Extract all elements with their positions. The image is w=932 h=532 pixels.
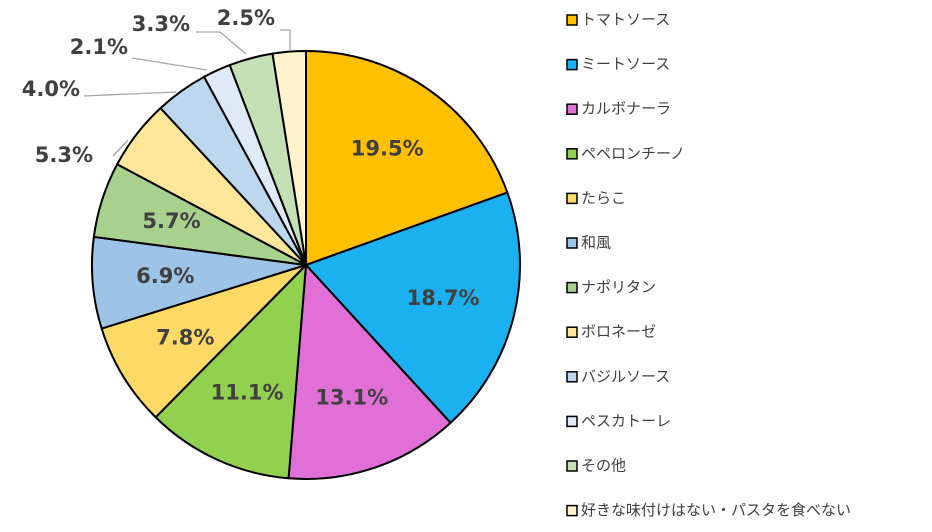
legend-item-5: 和風	[566, 234, 611, 252]
legend-item-10: その他	[566, 457, 626, 475]
legend-label-8: バジルソース	[581, 367, 670, 385]
legend-swatch-4	[566, 192, 578, 205]
legend-swatch-1	[566, 58, 578, 71]
data-label-5: 6.9%	[136, 264, 194, 288]
data-label-11: 2.5%	[217, 6, 275, 30]
data-label-0: 19.5%	[351, 136, 424, 160]
legend-item-7: ボロネーゼ	[566, 323, 656, 341]
legend-swatch-8	[566, 371, 578, 383]
data-label-6: 5.7%	[142, 209, 200, 233]
legend-swatch-3	[566, 148, 578, 160]
legend-item-1: ミートソース	[566, 55, 670, 73]
legend-swatch-7	[566, 326, 578, 338]
legend-swatch-11	[566, 504, 578, 517]
legend-label-4: たらこ	[581, 189, 626, 207]
data-label-2: 13.1%	[315, 386, 388, 410]
data-label-4: 7.8%	[156, 325, 214, 349]
legend-label-7: ボロネーゼ	[581, 323, 656, 341]
legend-label-3: ペペロンチーノ	[581, 144, 685, 162]
leader-line-10	[196, 31, 247, 55]
pie-slice-2	[287, 264, 452, 480]
data-label-1: 18.7%	[407, 286, 480, 310]
pie-slice-0	[305, 50, 509, 266]
legend-item-11: 好きな味付けはない・パスタを食べない	[566, 501, 851, 519]
leader-line-9	[131, 57, 208, 71]
legend-label-5: 和風	[581, 234, 611, 252]
legend-label-1: ミートソース	[581, 55, 670, 73]
pie-slices	[91, 49, 521, 480]
leader-line-7	[112, 139, 129, 157]
data-label-7: 5.3%	[35, 143, 93, 167]
pie-slice-4	[100, 264, 307, 419]
legend-swatch-2	[566, 103, 578, 115]
legend-item-8: バジルソース	[566, 367, 670, 385]
legend-label-10: その他	[581, 457, 626, 475]
pie-slice-1	[305, 191, 521, 424]
legend-swatch-0	[566, 14, 578, 26]
leader-lines	[83, 29, 291, 157]
legend-label-9: ペスカトーレ	[581, 412, 671, 430]
legend-item-4: たらこ	[566, 189, 626, 207]
legend-item-0: トマトソース	[566, 11, 670, 29]
legend-item-3: ペペロンチーノ	[566, 144, 685, 162]
legend-item-9: ペスカトーレ	[566, 412, 671, 430]
legend-swatch-10	[566, 460, 578, 472]
data-labels: 19.5% 18.7% 13.1% 11.1% 7.8% 6.9% 5.7% 5.3% 4.0%…	[22, 6, 480, 410]
pie-slice-3	[154, 264, 307, 480]
data-label-3: 11.1%	[211, 380, 284, 404]
legend: トマトソースミートソースカルボナーラペペロンチーノたらこ和風ナポリタンボロネーゼ…	[566, 11, 851, 519]
legend-label-0: トマトソース	[581, 11, 670, 29]
legend-swatch-5	[566, 237, 578, 249]
data-label-9: 2.1%	[70, 35, 128, 59]
legend-swatch-6	[566, 281, 578, 294]
legend-label-11: 好きな味付けはない・パスタを食べない	[581, 501, 851, 519]
legend-item-6: ナポリタン	[566, 278, 656, 296]
legend-swatch-9	[566, 415, 578, 428]
legend-label-2: カルボナーラ	[581, 100, 671, 118]
data-label-10: 3.3%	[132, 12, 190, 36]
data-label-8: 4.0%	[22, 77, 80, 101]
pie-slice-11	[271, 49, 307, 266]
legend-label-6: ナポリタン	[581, 278, 656, 296]
leader-line-8	[83, 91, 177, 97]
legend-item-2: カルボナーラ	[566, 100, 671, 118]
leader-line-11	[280, 29, 291, 50]
